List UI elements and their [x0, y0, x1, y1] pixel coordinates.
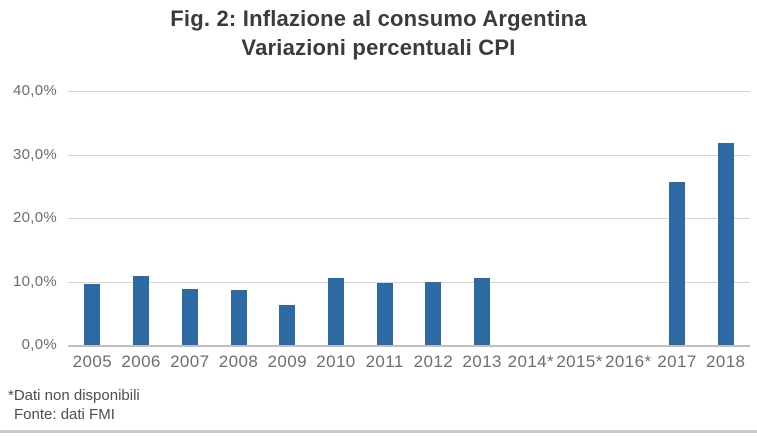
- x-tick-label-2011: 2011: [365, 352, 404, 371]
- x-tick-label-2007: 2007: [170, 352, 210, 371]
- x-tick-label-2016: 2016*: [605, 352, 652, 371]
- bar-slot-2006: [117, 91, 166, 345]
- bar-slot-2007: [165, 91, 214, 345]
- bar-slot-2008: [214, 91, 263, 345]
- bar-2013: [474, 277, 491, 345]
- bar-2009: [279, 305, 296, 345]
- y-tick-label-30pct: 30,0%: [12, 145, 57, 163]
- bars-row: [68, 91, 750, 345]
- x-tick-label-2012: 2012: [413, 352, 454, 371]
- y-tick-label-40pct: 40,0%: [12, 82, 57, 99]
- bar-2005: [84, 284, 101, 345]
- bar-2008: [230, 290, 247, 345]
- footnotes: *Dati non disponibili Fonte: dati FMI: [8, 386, 140, 424]
- bar-slot-2018: [701, 91, 750, 345]
- y-tick-label-0pct: 0,0%: [21, 336, 57, 353]
- gridline-20pct: [68, 218, 750, 219]
- bar-2010: [327, 278, 344, 345]
- bar-2018: [717, 143, 734, 345]
- bar-slot-2012: [409, 91, 458, 345]
- x-tick-label-2005: 2005: [72, 352, 113, 371]
- y-tick-label-10pct: 10,0%: [12, 272, 57, 290]
- x-axis: 2005 2006 2007 2008 2009 2010 2011 2012 2013 2014…: [68, 352, 750, 372]
- x-tick-label-2009: 2009: [267, 352, 307, 371]
- x-tick-label-2006: 2006: [121, 352, 161, 371]
- bar-slot-2010: [312, 91, 361, 345]
- bar-slot-2015: [555, 91, 604, 345]
- x-tick-label-2015: 2015*: [556, 352, 603, 371]
- x-tick-label-2018: 2018: [705, 352, 746, 371]
- gridline-40pct: [68, 91, 750, 92]
- x-tick-label-2014: 2014*: [507, 352, 555, 371]
- y-tick-label-20pct: 20,0%: [12, 209, 57, 226]
- x-tick-label-2013: 2013: [462, 352, 502, 371]
- x-tick-label-2010: 2010: [316, 352, 356, 371]
- x-tick-label-2017: 2017: [657, 352, 697, 371]
- x-tick-label-2008: 2008: [218, 352, 259, 371]
- bar-slot-2005: [68, 91, 117, 345]
- bar-slot-2013: [458, 91, 507, 345]
- bar-2017: [668, 181, 685, 345]
- bar-2012: [425, 281, 442, 345]
- bar-slot-2011: [360, 91, 409, 345]
- plot-area: [68, 91, 750, 347]
- bottom-rule: [0, 430, 757, 433]
- chart-title: Fig. 2: Inflazione al consumo Argentina …: [0, 4, 757, 62]
- footnote-data-note: *Dati non disponibili: [8, 387, 140, 404]
- bar-slot-2009: [263, 91, 312, 345]
- y-axis: 40,0% 30,0% 20,0% 10,0% 0,0%: [0, 82, 57, 353]
- bar-slot-2017: [653, 91, 702, 345]
- chart-title-line1: Fig. 2: Inflazione al consumo Argentina: [170, 6, 587, 31]
- bar-slot-2014: [506, 91, 555, 345]
- bar-2011: [376, 282, 393, 345]
- bar-2007: [181, 289, 198, 345]
- gridline-10pct: [68, 281, 750, 283]
- bar-2006: [133, 275, 150, 345]
- footnote-source: Fonte: dati FMI: [14, 406, 115, 423]
- bar-slot-2016: [604, 91, 653, 345]
- chart-title-line2: Variazioni percentuali CPI: [241, 35, 516, 60]
- gridline-0pct: [68, 345, 750, 347]
- gridline-30pct: [68, 154, 750, 156]
